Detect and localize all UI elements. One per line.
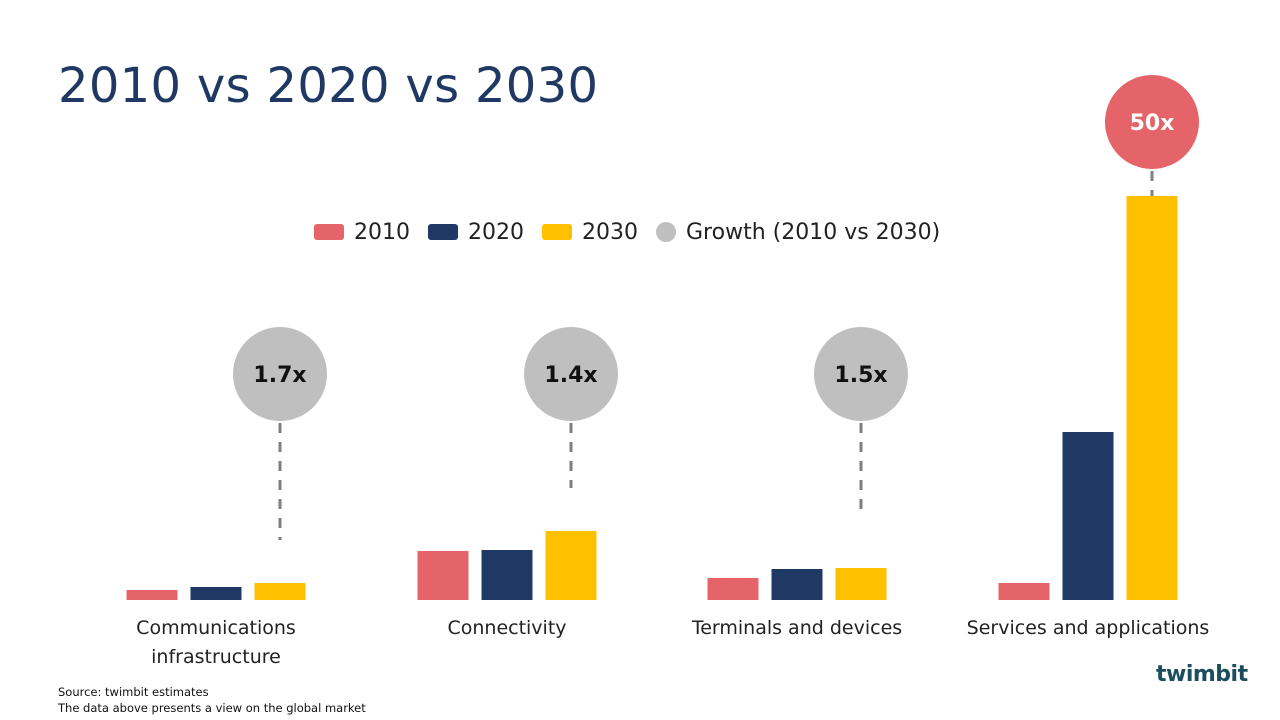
category-label-line: Connectivity (447, 617, 567, 639)
bar-2030 (254, 583, 306, 600)
source-note: Source: twimbit estimates The data above… (58, 684, 366, 716)
growth-bubble (524, 327, 618, 421)
category-label-line: Services and applications (966, 617, 1210, 639)
bar-2020 (771, 569, 823, 600)
category-label: Communications infrastructure (86, 614, 346, 672)
growth-bubble (1105, 75, 1199, 169)
bar-2010 (707, 578, 759, 600)
market-note-line: The data above presents a view on the gl… (58, 701, 366, 715)
category-label-line: Terminals and devices (691, 617, 903, 639)
bar-2030 (545, 531, 597, 600)
page-title: 2010 vs 2020 vs 2030 (58, 58, 599, 114)
legend-item-growth: Growth (2010 vs 2030) (656, 220, 940, 245)
bar-2030 (835, 568, 887, 600)
bar-2010 (998, 583, 1050, 600)
growth-label: 1.5x (834, 363, 887, 388)
bar-2010 (417, 551, 469, 600)
bar-2020 (481, 550, 533, 600)
category-label-line: Communications (136, 617, 296, 639)
bar-2010 (126, 590, 178, 600)
source-line: Source: twimbit estimates (58, 685, 209, 699)
category-label: Terminals and devices (667, 614, 927, 643)
category-label: Connectivity (377, 614, 637, 643)
growth-label: 50x (1130, 111, 1175, 136)
chart-legend: 2010 2020 2030 Growth (2010 vs 2030) (314, 218, 958, 246)
category-label: Services and applications (958, 614, 1218, 643)
growth-label: 1.7x (253, 363, 306, 388)
legend-item-2020: 2020 (428, 220, 524, 245)
category-label-line: infrastructure (151, 646, 281, 668)
legend-label-2020: 2020 (468, 219, 524, 245)
twimbit-logo: twimbit (1156, 662, 1248, 687)
legend-swatch-2010 (314, 224, 344, 240)
bar-2020 (1062, 432, 1114, 600)
growth-bubble (233, 327, 327, 421)
bar-2020 (190, 587, 242, 600)
legend-item-2010: 2010 (314, 220, 410, 245)
legend-label-growth: Growth (2010 vs 2030) (686, 219, 941, 245)
legend-item-2030: 2030 (542, 220, 638, 245)
bar-2030 (1126, 196, 1178, 600)
growth-label: 1.4x (544, 363, 597, 388)
legend-swatch-2030 (542, 224, 572, 240)
legend-label-2030: 2030 (582, 219, 638, 245)
legend-dot-growth (656, 222, 676, 242)
legend-label-2010: 2010 (354, 219, 410, 245)
growth-bubble (814, 327, 908, 421)
legend-swatch-2020 (428, 224, 458, 240)
